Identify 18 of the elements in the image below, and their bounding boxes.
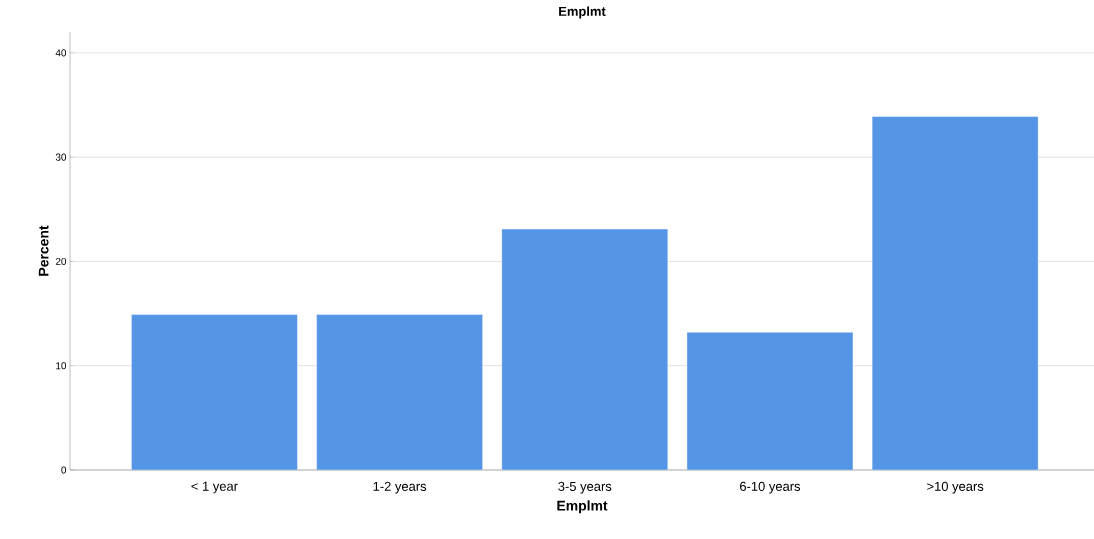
y-axis-title: Percent: [38, 225, 49, 276]
x-tick-label: 1-2 years: [373, 481, 427, 494]
bar: [131, 314, 298, 470]
y-tick-label: 40: [55, 49, 67, 57]
y-tick-label: 20: [55, 257, 67, 265]
x-tick-label: 3-5 years: [558, 481, 612, 494]
bar: [871, 116, 1039, 470]
bar: [686, 332, 854, 470]
x-tick-label: < 1 year: [191, 481, 238, 494]
bar: [316, 314, 483, 470]
y-tick-label: 30: [55, 153, 67, 161]
x-tick-label: 6-10 years: [740, 481, 801, 494]
bar: [501, 228, 668, 470]
chart-title: Emplmt: [559, 6, 606, 19]
y-tick-label: 10: [56, 362, 67, 370]
x-axis-title: Emplmt: [557, 500, 608, 514]
y-tick-label: 0: [61, 466, 67, 474]
x-tick-label: >10 years: [927, 481, 984, 494]
